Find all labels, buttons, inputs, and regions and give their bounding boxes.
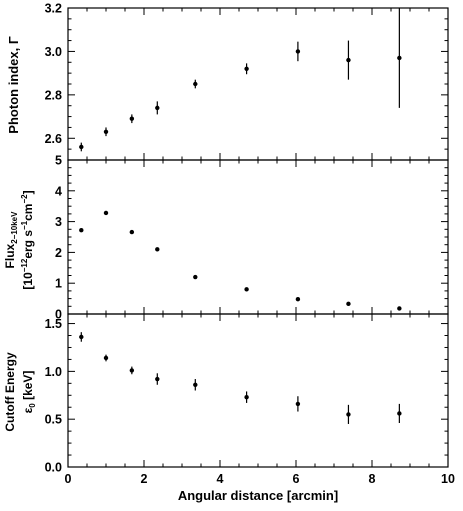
photon-data-point	[79, 144, 84, 150]
x-tick-label: 0	[65, 472, 72, 486]
flux-data-point	[244, 287, 249, 292]
flux-data-point	[295, 297, 301, 302]
panel-photon-index: 2.6 2.8 3.0 3.2	[45, 2, 449, 161]
cutoff-eps: ε	[21, 407, 35, 413]
photon-data-point	[155, 105, 160, 111]
flux-units-a: [10	[21, 272, 35, 290]
photon-index-axis-title: Photon index, Γ	[6, 36, 21, 134]
flux-units-exp2: −1	[20, 220, 29, 230]
flux-data-point	[193, 274, 198, 280]
flux-y-tick-label: 3	[55, 215, 62, 229]
flux-units-exp1: −12	[20, 258, 29, 272]
photon-data-point	[103, 129, 109, 134]
flux-data-point	[346, 301, 351, 307]
cutoff-data-point	[155, 376, 160, 382]
flux-units-d: ]	[21, 190, 35, 194]
flux-axis-title-sub: 2−10keV	[10, 211, 19, 244]
flux-plot-frame	[67, 159, 449, 315]
x-tick-label: 4	[217, 472, 224, 486]
flux-data-point	[129, 229, 135, 235]
cutoff-data-point	[295, 401, 301, 407]
cutoff-data-point	[346, 412, 351, 417]
photon-data-point	[397, 55, 402, 61]
cutoff-y-tick-label: 1.5	[45, 317, 62, 331]
x-tick-label: 2	[141, 472, 148, 486]
cutoff-eps-sub: 0	[28, 403, 37, 408]
cutoff-axis-title-line2: ε0 [keV]	[21, 371, 37, 414]
flux-axis-title-line2: [10−12erg s−1cm−2]	[20, 190, 35, 289]
x-tick-label: 6	[293, 472, 300, 486]
cutoff-data-point	[79, 334, 84, 340]
photon-data-point	[129, 116, 135, 121]
flux-y-tick-label: 2	[55, 246, 62, 260]
panel-flux: 0 1 2 3 4 5	[55, 154, 449, 322]
photon-y-tick-label: 2.8	[45, 88, 62, 102]
photon-y-tick-label: 3.2	[45, 2, 62, 16]
flux-data-point	[155, 247, 160, 252]
x-axis-title: Angular distance [arcmin]	[178, 488, 338, 503]
flux-axis-title-line1: Flux2−10keV	[3, 211, 19, 269]
flux-data-point	[397, 306, 402, 311]
flux-y-tick-label: 1	[55, 277, 62, 291]
photon-y-tick-label: 2.6	[45, 132, 62, 146]
flux-y-tick-label: 4	[55, 184, 62, 198]
photon-data-point	[295, 49, 301, 54]
photon-y-tick-label: 3.0	[45, 45, 62, 59]
flux-data-point	[103, 210, 109, 216]
photon-data-point	[193, 81, 198, 87]
flux-units-b: erg s	[21, 230, 35, 259]
cutoff-data-point	[129, 368, 135, 373]
x-tick-label: 10	[441, 472, 455, 486]
cutoff-axis-title-line1: Cutoff Energy	[3, 352, 17, 432]
cutoff-plot-frame	[67, 313, 449, 468]
photon-data-point	[346, 57, 351, 63]
cutoff-data-point	[193, 382, 198, 387]
cutoff-data-point	[244, 394, 249, 400]
flux-units-c: cm	[21, 204, 35, 221]
photon-data-point	[244, 66, 249, 72]
cutoff-data-point	[103, 355, 109, 361]
x-tick-label: 8	[369, 472, 376, 486]
cutoff-y-tick-label: 1.0	[45, 365, 62, 379]
flux-y-tick-label: 5	[55, 154, 62, 168]
cutoff-data-point	[397, 411, 402, 416]
flux-y-tick-label: 0	[55, 308, 62, 322]
cutoff-y-tick-label: 0.0	[45, 461, 62, 475]
flux-units-exp3: −2	[20, 194, 29, 204]
photon-plot-frame	[67, 7, 449, 161]
flux-axis-title-main: Flux	[3, 243, 17, 268]
flux-data-point	[79, 228, 84, 233]
cutoff-units: [keV]	[21, 371, 35, 404]
panel-cutoff-energy: 0.0 0.5 1.0 1.5 0 2 4 6 8 10	[45, 313, 455, 486]
cutoff-y-tick-label: 0.5	[45, 413, 62, 427]
